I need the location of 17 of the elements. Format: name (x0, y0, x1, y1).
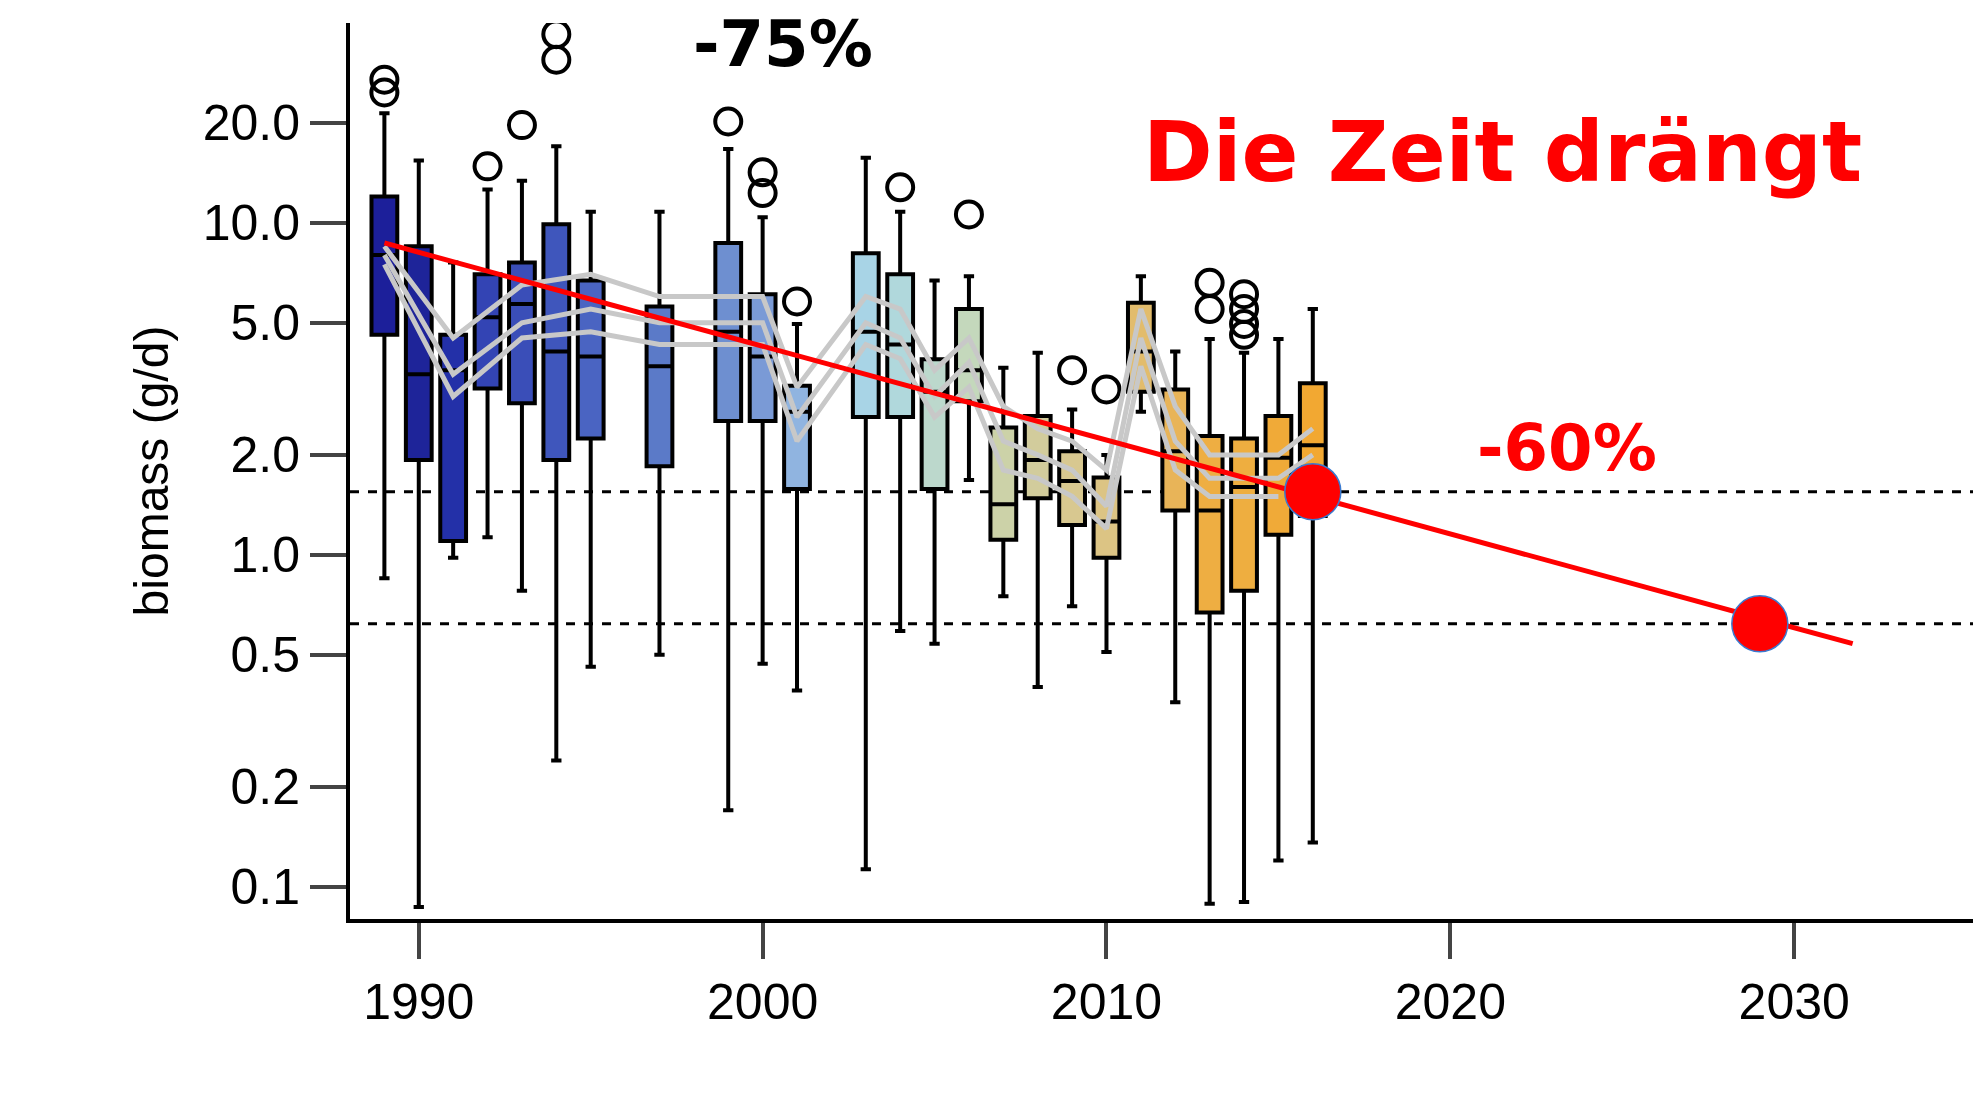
x-tick-label: 2030 (1738, 974, 1850, 1030)
y-tick-label: 10.0 (202, 195, 300, 252)
y-tick-label: 2.0 (230, 427, 300, 484)
y-tick-label: 0.5 (230, 627, 300, 684)
annotation: -75% (693, 7, 873, 81)
annotation: -60% (1477, 411, 1657, 485)
x-tick-label: 2010 (1050, 974, 1163, 1030)
y-tick-label: 20.0 (202, 95, 300, 152)
y-tick-label: 1.0 (230, 527, 300, 584)
y-tick-label: 0.1 (230, 859, 300, 916)
x-tick-label: 2000 (707, 974, 819, 1030)
y-tick-label: 5.0 (230, 295, 300, 352)
annotation: Die Zeit drängt (1143, 103, 1863, 201)
x-tick-label: 2020 (1394, 974, 1506, 1030)
y-tick-label: 0.2 (230, 759, 300, 816)
y-axis-title: biomass (g/d) (124, 325, 178, 617)
x-tick-label: 1990 (363, 974, 475, 1030)
